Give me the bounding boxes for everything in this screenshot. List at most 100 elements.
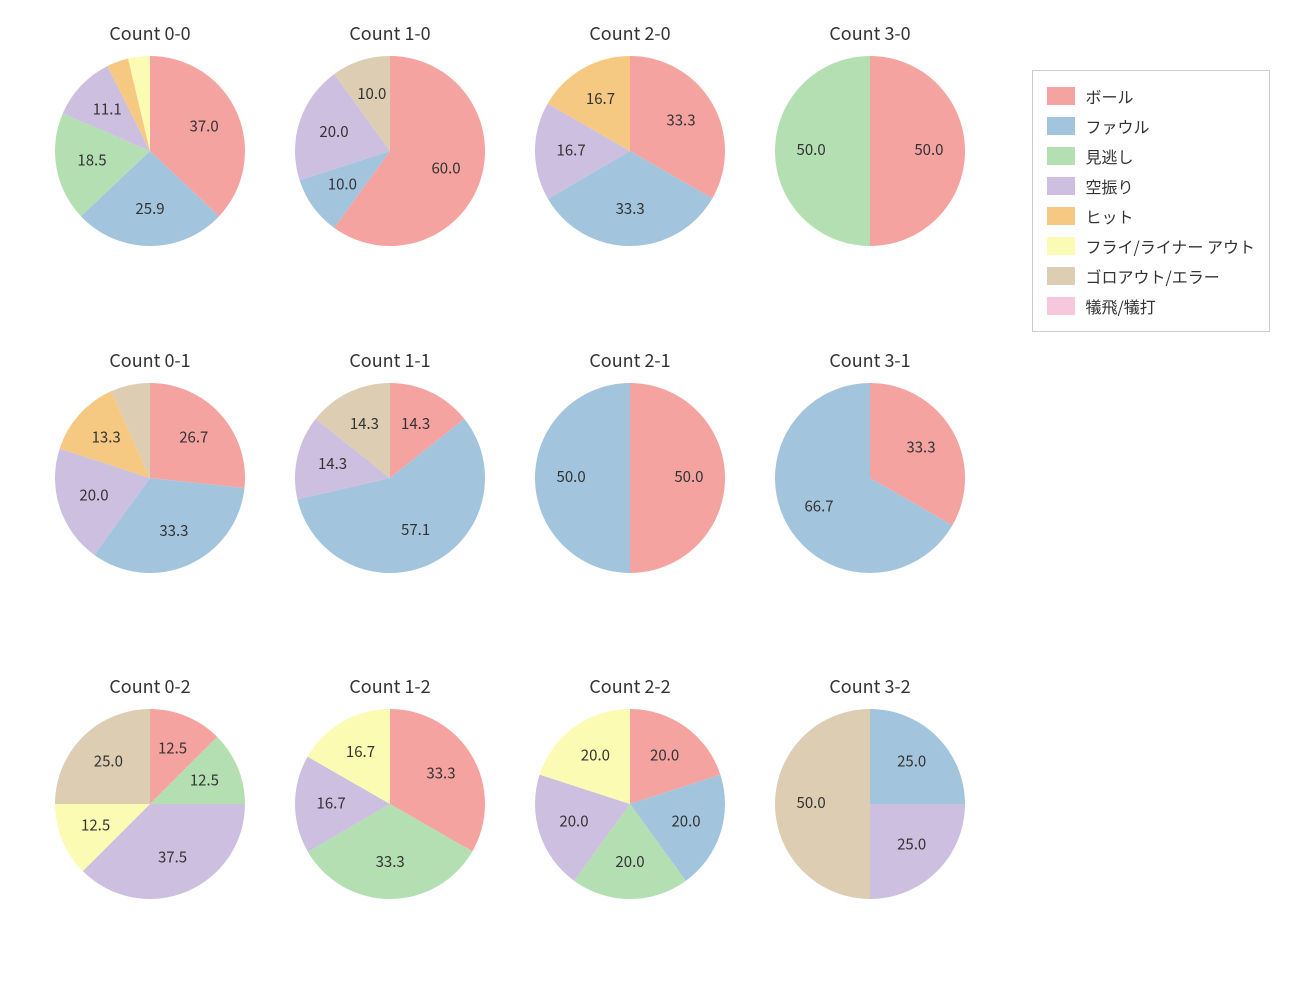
slice-label: 33.3 [666,110,695,131]
legend-swatch [1047,147,1075,165]
slice-label: 20.0 [79,484,108,505]
pie-title: Count 0-0 [109,20,190,46]
legend-label: 犠飛/犠打 [1085,294,1155,318]
pie-title: Count 2-0 [589,20,670,46]
legend: ボールファウル見逃し空振りヒットフライ/ライナー アウトゴロアウト/エラー犠飛/… [1032,70,1270,332]
pie-cell: Count 3-0 50.0 50.0 [750,20,990,327]
slice-label: 16.7 [317,793,346,814]
pie-cell: Count 2-2 20.0 20.0 20.0 20.0 20.0 [510,673,750,980]
legend-item: 空振り [1047,171,1255,201]
pie-cell: Count 0-126.733.320.013.3 [30,347,270,654]
legend-swatch [1047,87,1075,105]
legend-label: ボール [1085,84,1133,108]
slice-label: 12.5 [190,770,219,791]
slice-label: 20.0 [581,745,610,766]
slice-label: 37.0 [190,116,219,137]
slice-label: 11.1 [93,99,122,120]
pie-cell: Count 0-0 37.0 25.9 18.5 11.1 [30,20,270,327]
slice-label: 50.0 [557,466,586,487]
pie-title: Count 0-1 [109,347,190,373]
pie-title: Count 2-2 [589,673,670,699]
slice-label: 33.3 [616,198,645,219]
pie-title: Count 1-1 [349,347,430,373]
slice-label: 10.0 [357,83,386,104]
pie-title: Count 1-2 [349,673,430,699]
slice-label: 14.3 [350,413,379,434]
slice-label: 14.3 [318,453,347,474]
legend-swatch [1047,117,1075,135]
slice-label: 20.0 [319,121,348,142]
slice-label: 25.0 [897,834,926,855]
legend-label: ファウル [1085,114,1149,138]
slice-label: 20.0 [650,745,679,766]
slice-label: 50.0 [914,139,943,160]
slice-label: 60.0 [431,157,460,178]
pie-chart: 12.512.537.512.525.0 [55,709,245,899]
legend-item: 犠飛/犠打 [1047,291,1255,321]
legend-item: ヒット [1047,201,1255,231]
pie-chart: 60.0 10.0 20.0 10.0 [295,56,485,246]
pie-chart: 50.0 50.0 [535,383,725,573]
pie-chart: 33.366.7 [775,383,965,573]
pie-cell: Count 2-033.333.316.716.7 [510,20,750,327]
pie-title: Count 3-0 [829,20,910,46]
legend-label: フライ/ライナー アウト [1085,234,1255,258]
slice-label: 25.0 [897,751,926,772]
pie-chart: 50.0 50.0 [775,56,965,246]
pie-title: Count 0-2 [109,673,190,699]
pie-cell: Count 1-0 60.0 10.0 20.0 10.0 [270,20,510,327]
slice-label: 33.3 [376,851,405,872]
slice-label: 12.5 [81,815,110,836]
pie-chart: 14.357.114.314.3 [295,383,485,573]
legend-swatch [1047,267,1075,285]
pie-chart: 25.0 25.0 50.0 [775,709,965,899]
legend-swatch [1047,177,1075,195]
slice-label: 20.0 [671,811,700,832]
pie-chart: 33.3 33.3 16.7 16.7 [295,709,485,899]
legend-item: ボール [1047,81,1255,111]
legend-swatch [1047,207,1075,225]
legend-item: ゴロアウト/エラー [1047,261,1255,291]
pie-cell: Count 2-1 50.0 50.0 [510,347,750,654]
slice-label: 50.0 [797,139,826,160]
slice-label: 10.0 [328,174,357,195]
slice-label: 16.7 [346,741,375,762]
pie-chart: 37.0 25.9 18.5 11.1 [55,56,245,246]
pie-chart: 20.0 20.0 20.0 20.0 20.0 [535,709,725,899]
slice-label: 12.5 [158,738,187,759]
slice-label: 25.0 [94,751,123,772]
pie-cell: Count 1-2 33.3 33.3 16.7 16.7 [270,673,510,980]
slice-label: 33.3 [906,436,935,457]
slice-label: 14.3 [401,413,430,434]
pie-title: Count 2-1 [589,347,670,373]
legend-swatch [1047,237,1075,255]
slice-label: 25.9 [135,198,164,219]
pie-chart: 26.733.320.013.3 [55,383,245,573]
legend-label: 空振り [1085,174,1133,198]
legend-label: ヒット [1085,204,1133,228]
legend-item: 見逃し [1047,141,1255,171]
figure-canvas: Count 0-0 37.0 25.9 18.5 11.1 Count 1-0 60.0 10… [0,0,1300,1000]
slice-label: 50.0 [797,792,826,813]
slice-label: 20.0 [559,811,588,832]
slice-label: 16.7 [557,139,586,160]
pie-title: Count 3-1 [829,347,910,373]
slice-label: 18.5 [77,149,106,170]
legend-swatch [1047,297,1075,315]
slice-label: 33.3 [426,763,455,784]
pie-chart: 33.333.316.716.7 [535,56,725,246]
slice-label: 33.3 [159,520,188,541]
pie-cell: Count 3-2 25.0 25.0 50.0 [750,673,990,980]
slice-label: 37.5 [158,847,187,868]
slice-label: 26.7 [179,426,208,447]
legend-item: ファウル [1047,111,1255,141]
pie-grid: Count 0-0 37.0 25.9 18.5 11.1 Count 1-0 60.0 10… [30,20,990,980]
legend-label: 見逃し [1085,144,1133,168]
pie-title: Count 1-0 [349,20,430,46]
pie-title: Count 3-2 [829,673,910,699]
pie-cell: Count 3-1 33.366.7 [750,347,990,654]
slice-label: 57.1 [401,519,430,540]
slice-label: 50.0 [674,466,703,487]
slice-label: 20.0 [615,851,644,872]
legend-label: ゴロアウト/エラー [1085,264,1219,288]
